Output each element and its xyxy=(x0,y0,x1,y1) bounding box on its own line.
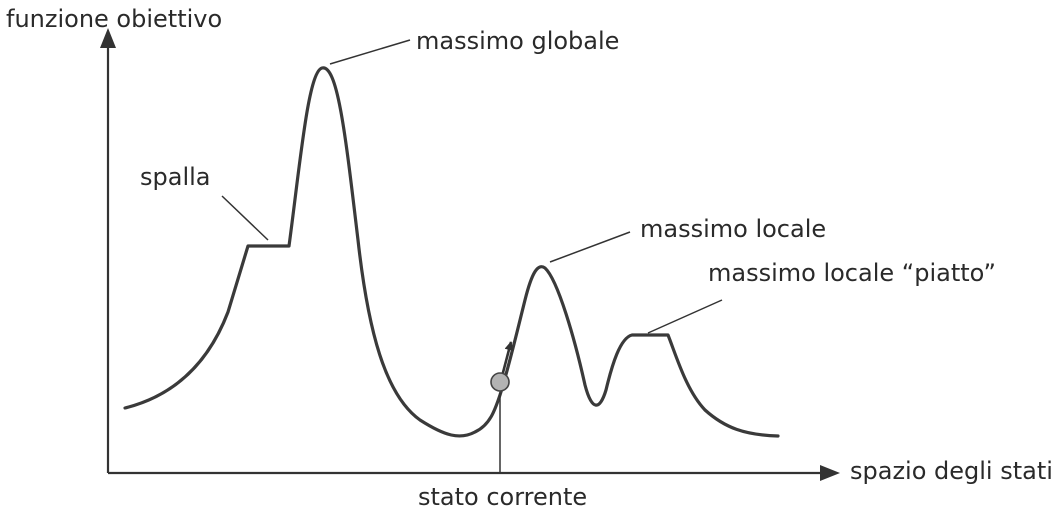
y-axis-arrowhead xyxy=(100,28,116,48)
local-max-label: massimo locale xyxy=(640,215,826,243)
flat-local-max-label: massimo locale “piatto” xyxy=(708,259,996,287)
y-axis-label: funzione obiettivo xyxy=(6,5,222,33)
global-max-label: massimo globale xyxy=(416,27,619,55)
current-state-marker xyxy=(490,372,510,392)
flat-local-max-leader-line xyxy=(647,299,723,334)
shoulder-label: spalla xyxy=(140,163,211,191)
shoulder-leader-line xyxy=(221,195,269,241)
local-max-leader-line xyxy=(549,231,631,263)
x-axis-arrowhead xyxy=(820,465,840,481)
x-axis-label: spazio degli stati xyxy=(850,457,1053,485)
objective-function-curve xyxy=(123,66,780,438)
global-max-leader-line xyxy=(329,39,411,65)
current-state-label: stato corrente xyxy=(418,483,587,511)
